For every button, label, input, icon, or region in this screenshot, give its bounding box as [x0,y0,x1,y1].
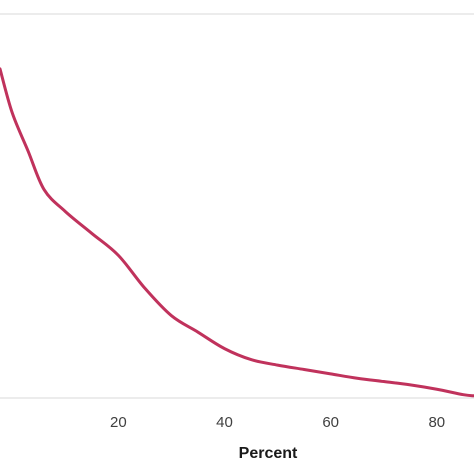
gridlines [0,13,474,399]
x-tick-label-20: 20 [110,414,127,431]
x-tick-label-40: 40 [216,414,233,431]
series-line-0 [0,67,474,398]
x-tick-label-60: 60 [322,414,339,431]
x-tick-label-80: 80 [428,414,445,431]
series-layer [0,67,474,398]
x-tick-labels: 20 40 60 80 [110,414,445,431]
x-axis-title: Percent [239,445,298,462]
